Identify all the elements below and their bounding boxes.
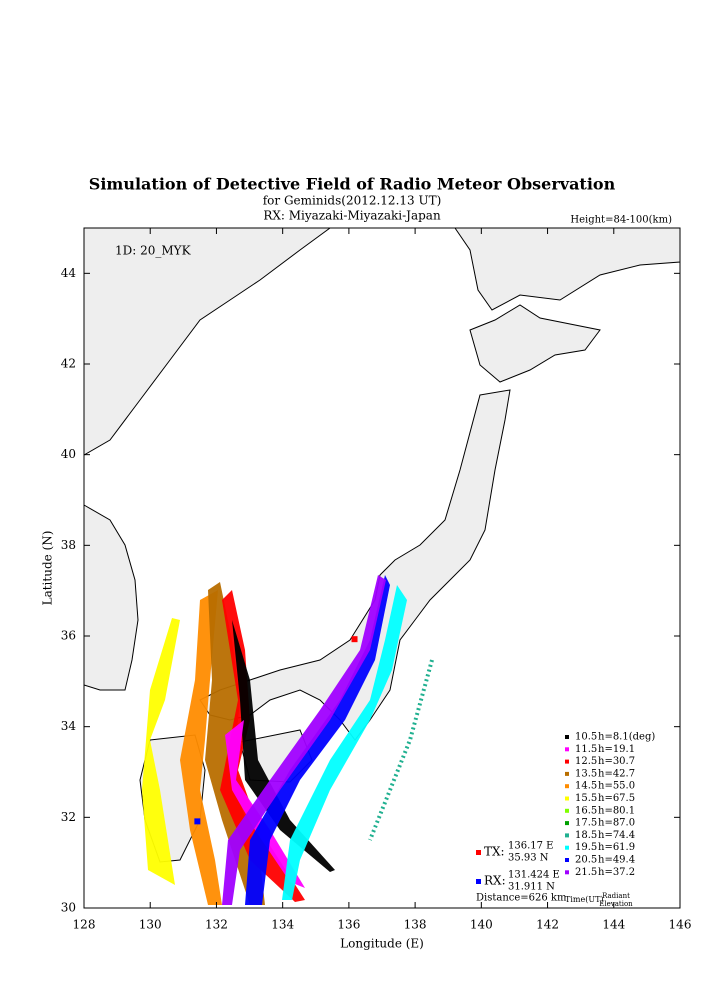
chart-title: Simulation of Detective Field of Radio M… <box>89 175 616 194</box>
y-tick-label: 38 <box>61 538 76 552</box>
field <box>142 618 180 885</box>
station-marker <box>194 818 201 825</box>
legend-elev-label: Elevation <box>599 900 633 908</box>
detection-fields <box>142 575 434 905</box>
plot-frame <box>83 227 681 909</box>
legend-swatch <box>565 759 569 764</box>
x-tick-label: 138 <box>404 918 427 932</box>
station-swatch <box>476 879 481 884</box>
x-tick-label: 144 <box>602 918 625 932</box>
station-lat: 31.911 N <box>508 882 555 893</box>
legend-swatch <box>565 833 569 838</box>
legend-elevation: h=80.1 <box>598 805 635 816</box>
legend-swatch <box>565 858 569 862</box>
legend-swatch <box>565 747 569 752</box>
legend-elevation: h=61.9 <box>598 842 635 853</box>
field <box>225 720 305 888</box>
legend-elevation: h=74.4 <box>598 830 635 841</box>
x-tick-label: 142 <box>536 918 559 932</box>
station-label: RX: <box>484 874 506 888</box>
legend-time: 12.5 <box>575 756 597 767</box>
x-tick-label: 140 <box>470 918 493 932</box>
legend-elev-label: Radiant <box>602 892 630 900</box>
y-tick-label: 36 <box>61 629 76 643</box>
station-lat: 35.93 N <box>508 853 549 864</box>
station-id: 1D: 20_MYK <box>115 244 192 258</box>
y-tick-label: 34 <box>61 719 77 733</box>
x-tick-label: 132 <box>205 918 228 932</box>
receiver: RX: Miyazaki-Miyazaki-Japan <box>263 209 441 223</box>
x-tick-label: 128 <box>73 918 96 932</box>
field <box>282 585 407 900</box>
x-tick-label: 130 <box>139 918 162 932</box>
y-tick-label: 32 <box>61 810 76 824</box>
station-swatch <box>476 850 481 855</box>
legend-elevation: h=8.1(deg) <box>598 732 655 743</box>
field <box>245 575 390 905</box>
legend-elevation: h=30.7 <box>598 756 635 767</box>
legend-time-label: Time(UT) <box>565 895 604 904</box>
legend-time: 20.5 <box>575 855 597 866</box>
station-marker <box>351 636 358 643</box>
legend-swatch <box>565 796 569 801</box>
legend-time: 13.5 <box>575 768 597 779</box>
legend-time: 21.5 <box>575 867 597 878</box>
legend-time: 17.5 <box>575 818 597 829</box>
x-tick-label: 134 <box>271 918 294 932</box>
y-tick-label: 40 <box>61 447 76 461</box>
legend-time: 16.5 <box>575 805 597 816</box>
legend-elevation: h=67.5 <box>598 793 635 804</box>
y-tick-label: 42 <box>61 357 76 371</box>
x-axis-label: Longitude (E) <box>340 937 424 951</box>
station-label: TX: <box>484 845 505 859</box>
legend-time: 15.5 <box>575 793 597 804</box>
y-tick-label: 30 <box>61 901 76 915</box>
y-tick-label: 44 <box>61 266 77 280</box>
field <box>222 575 386 905</box>
legend-elevation: h=42.7 <box>598 768 635 779</box>
legend-swatch <box>565 808 569 813</box>
station-lon: 131.424 E <box>508 870 560 881</box>
legend-elevation: h=87.0 <box>598 818 635 829</box>
distance: Distance=626 km <box>476 893 567 904</box>
field <box>180 590 222 905</box>
y-axis-label: Latitude (N) <box>41 531 55 606</box>
legend-swatch <box>565 845 569 850</box>
legend-elevation: h=19.1 <box>598 744 635 755</box>
subtitle: for Geminids(2012.12.13 UT) <box>263 194 442 208</box>
land <box>469 304 601 383</box>
x-tick-label: 136 <box>337 918 360 932</box>
legend-elevation: h=49.4 <box>598 855 635 866</box>
legend-time: 18.5 <box>575 830 597 841</box>
land <box>454 227 681 311</box>
x-tick-label: 146 <box>669 918 692 932</box>
field <box>232 620 335 872</box>
legend-swatch <box>565 771 569 776</box>
legend-elevation: h=55.0 <box>598 781 635 792</box>
height-note: Height=84-100(km) <box>570 215 672 226</box>
land <box>83 227 332 456</box>
land <box>83 504 139 691</box>
legend-time: 14.5 <box>575 781 597 792</box>
legend-elevation: h=37.2 <box>598 867 635 878</box>
legend-swatch <box>565 821 569 826</box>
legend-time: 11.5 <box>575 744 597 755</box>
legend-time: 19.5 <box>575 842 597 853</box>
station-lon: 136.17 E <box>508 841 553 852</box>
legend-swatch <box>565 784 569 789</box>
legend-swatch <box>565 870 569 875</box>
legend-time: 10.5 <box>575 732 597 743</box>
legend-swatch <box>565 735 569 739</box>
